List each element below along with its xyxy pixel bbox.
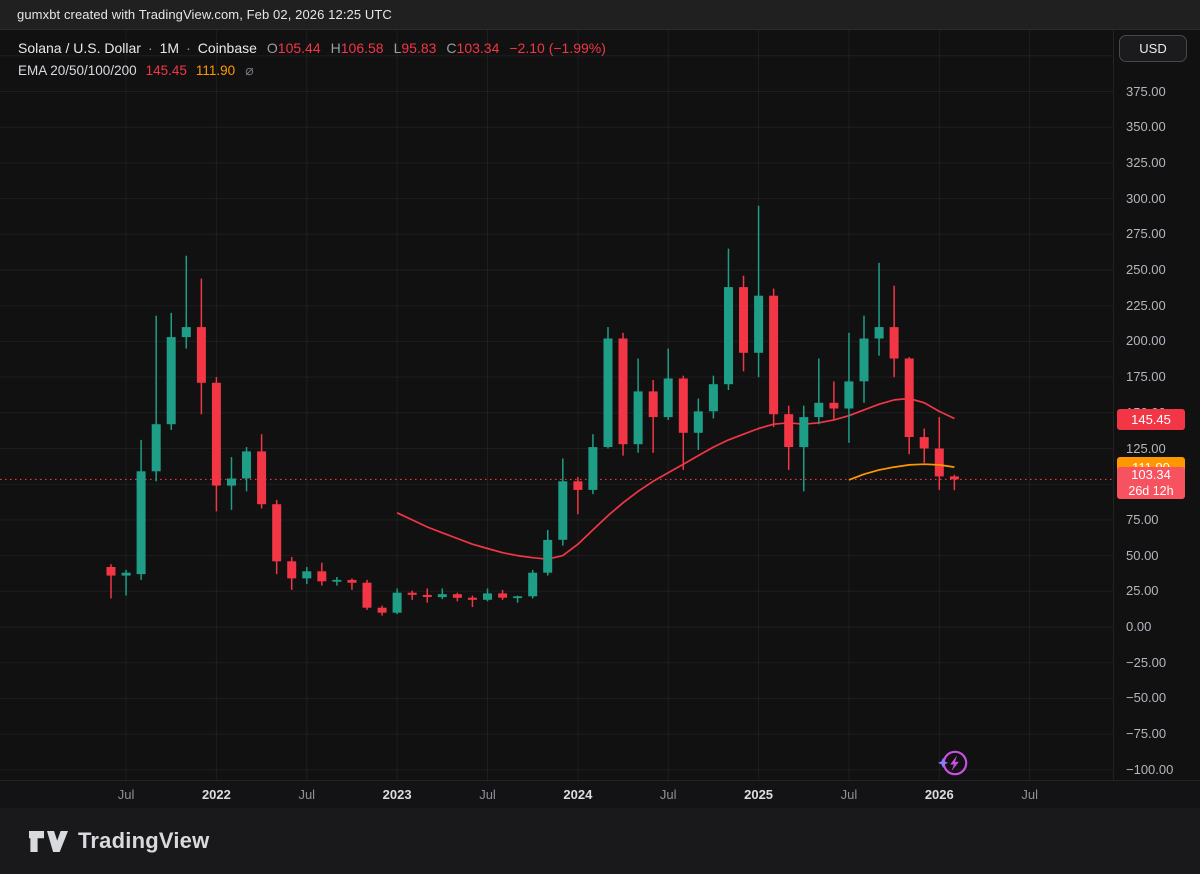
lightning-bolt-icon: [950, 755, 959, 771]
interval-value: 1M: [159, 40, 180, 56]
time-axis-label: Jul: [1021, 787, 1038, 802]
price-tick-label: 250.00: [1126, 262, 1166, 277]
tradingview-logo-icon[interactable]: [27, 828, 69, 855]
time-axis-label: Jul: [298, 787, 316, 802]
ohlc-close-value: 103.34: [456, 40, 500, 56]
price-tick-label: 275.00: [1126, 226, 1166, 242]
ohlc-high-value: 106.58: [340, 40, 384, 56]
ema20-price-label: 145.45: [1117, 408, 1185, 430]
ema-indicator-row[interactable]: EMA 20/50/100/200 145.45 111.90 ⌀: [18, 59, 606, 81]
price-tick-label: 0.00: [1126, 619, 1152, 634]
time-axis-label: 2023: [382, 787, 412, 802]
ohlc-close-key: C: [446, 40, 457, 56]
ohlc-open-value: 105.44: [277, 40, 321, 56]
time-axis-label: 2022: [201, 787, 231, 802]
separator-dot: ·: [186, 40, 191, 56]
ohlc-low-key: L: [393, 40, 402, 56]
separator-dot: ·: [147, 40, 153, 56]
price-tick-label: 200.00: [1126, 333, 1166, 349]
footer-bar: TradingView: [0, 808, 1200, 874]
price-tick-label: 225.00: [1126, 297, 1166, 313]
chart-legend: Solana / U.S. Dollar · 1M · Coinbase O 1…: [18, 37, 606, 81]
price-tick-label: −75.00: [1126, 726, 1167, 742]
ema20-value: 145.45: [145, 62, 187, 78]
time-axis-label: 2026: [924, 787, 954, 802]
price-tick-label: 125.00: [1126, 440, 1166, 456]
ema-indicator-label: EMA 20/50/100/200: [18, 62, 137, 78]
candlestick-chart[interactable]: [0, 30, 1113, 780]
sparkle-star-icon: [937, 757, 949, 768]
ohlc-open-key: O: [266, 40, 278, 56]
symbol-row[interactable]: Solana / U.S. Dollar · 1M · Coinbase O 1…: [18, 37, 606, 59]
time-axis-label: 2024: [563, 787, 593, 802]
symbol-title: Solana / U.S. Dollar: [18, 40, 141, 56]
price-tick-label: 350.00: [1126, 119, 1166, 135]
price-tick-label: 25.00: [1126, 583, 1159, 599]
price-tick-label: 325.00: [1126, 154, 1166, 170]
time-axis-label: Jul: [840, 787, 858, 802]
price-tick-label: 75.00: [1126, 511, 1159, 527]
time-axis-label: 2025: [744, 787, 774, 802]
price-tick-label: 300.00: [1126, 190, 1166, 206]
price-tick-label: −50.00: [1126, 690, 1167, 706]
change-value: −2.10 (−1.99%): [509, 40, 606, 56]
no-data-icon: ⌀: [245, 61, 254, 78]
chart-pane[interactable]: Solana / U.S. Dollar · 1M · Coinbase O 1…: [0, 30, 1113, 780]
price-tick-label: 175.00: [1126, 369, 1166, 385]
time-axis[interactable]: Jul 2022 Jul 2023 Jul 2024 Jul 2025 Jul 2026 Jul: [0, 780, 1200, 808]
time-axis-label: Jul: [117, 787, 135, 802]
attribution-text: gumxbt created with TradingView.com, Feb…: [17, 7, 392, 22]
tradingview-brand-text[interactable]: TradingView: [78, 828, 210, 853]
time-axis-label: Jul: [659, 787, 677, 802]
spark-feature-icon[interactable]: [933, 744, 973, 780]
price-tick-label: 50.00: [1126, 547, 1159, 563]
price-tick-label: −25.00: [1126, 654, 1167, 670]
currency-toggle-button[interactable]: USD: [1119, 35, 1187, 62]
last-price-label: 103.34 26d 12h: [1117, 467, 1185, 500]
price-tick-label: 375.00: [1126, 83, 1166, 99]
price-tick-label: −100.00: [1126, 761, 1174, 777]
exchange-name: Coinbase: [197, 40, 257, 56]
ohlc-high-key: H: [330, 40, 341, 56]
ema50-value: 111.90: [195, 62, 236, 78]
chart-container: Solana / U.S. Dollar · 1M · Coinbase O 1…: [0, 30, 1200, 780]
price-axis[interactable]: USD 375.00 350.00 325.00 300.00 275.00 250.00…: [1113, 30, 1200, 780]
time-axis-label: Jul: [479, 787, 496, 802]
attribution-bar: gumxbt created with TradingView.com, Feb…: [0, 0, 1200, 30]
ohlc-low-value: 95.83: [401, 40, 437, 56]
